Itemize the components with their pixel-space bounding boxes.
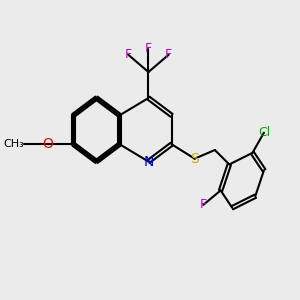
Text: F: F — [125, 48, 132, 61]
Text: F: F — [145, 42, 152, 56]
Text: F: F — [165, 48, 172, 61]
Text: O: O — [42, 137, 53, 151]
Text: CH₃: CH₃ — [4, 139, 24, 149]
Text: S: S — [190, 152, 199, 166]
Text: Cl: Cl — [258, 126, 270, 139]
Text: N: N — [143, 154, 154, 169]
Text: F: F — [200, 198, 207, 212]
